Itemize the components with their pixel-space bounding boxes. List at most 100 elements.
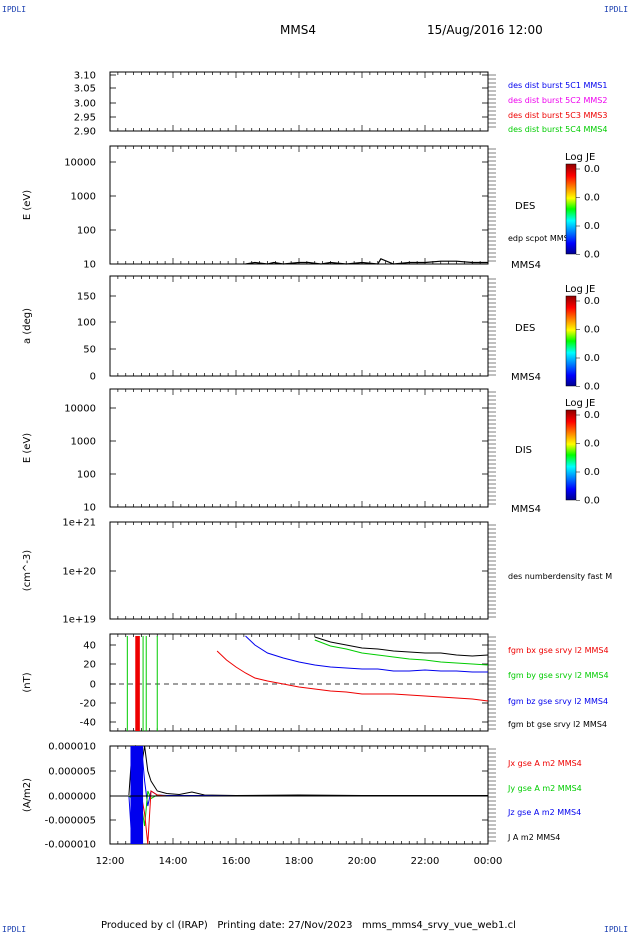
y-tick-label-bfield: -40 <box>80 718 96 729</box>
colorbar-title-dis-energy: Log JE <box>565 398 595 409</box>
y-tick-label-dis-energy: 100 <box>77 470 96 481</box>
y-tick-label-des-pitch: 100 <box>77 318 96 329</box>
y-tick-label-des-pitch: 50 <box>83 345 96 356</box>
y-tick-label-des-energy: 10 <box>83 260 96 271</box>
legend-entry-position: des dist burst 5C2 MMS2 <box>508 96 607 105</box>
species-label-dis-energy: DIS <box>515 445 532 456</box>
colorbar-value-des-energy: 0.0 <box>584 221 600 232</box>
y-tick-label-bfield: 40 <box>83 641 96 652</box>
y-axis-label-density: (cm^-3) <box>22 550 33 591</box>
x-tick-label: 14:00 <box>159 856 188 867</box>
y-tick-label-current: -0.000005 <box>45 816 96 827</box>
colorbar-value-des-energy: 0.0 <box>584 250 600 261</box>
panel-frame-density <box>109 521 489 620</box>
colorbar-value-des-pitch: 0.0 <box>584 353 600 364</box>
y-tick-label-current: 0.000005 <box>48 767 96 778</box>
colorbar-value-dis-energy: 0.0 <box>584 496 600 507</box>
legend-entry-current: J A m2 MMS4 <box>507 833 560 842</box>
overlay-label-des-energy: edp scpot MMS4 <box>508 234 574 243</box>
y-axis-label-dis-energy: E (eV) <box>22 433 33 463</box>
header-datetime: 15/Aug/2016 12:00 <box>427 23 543 37</box>
series-line-fgm-by-gse-srvy-l2-MMS4 <box>314 639 489 666</box>
colorbar-value-dis-energy: 0.0 <box>584 439 600 450</box>
colorbar-value-des-pitch: 0.0 <box>584 382 600 393</box>
panel-frame-position <box>109 71 489 132</box>
y-tick-label-current: 0.000010 <box>48 742 96 753</box>
y-axis-label-bfield: (nT) <box>22 672 33 692</box>
header-spacecraft: MMS4 <box>280 23 316 37</box>
colorbar-value-dis-energy: 0.0 <box>584 410 600 421</box>
series-line-fgm-bx-gse-srvy-l2-MMS4 <box>216 650 489 702</box>
spacecraft-label-des-energy: MMS4 <box>511 260 541 271</box>
y-tick-label-dis-energy: 10 <box>83 503 96 514</box>
y-tick-label-des-energy: 10000 <box>64 158 96 169</box>
series-line-fgm-bz-gse-srvy-l2-MMS4 <box>245 635 488 673</box>
y-tick-label-dis-energy: 10000 <box>64 404 96 415</box>
corner-label-bottom-left: IPDLI <box>2 925 26 934</box>
legend-entry-bfield: fgm by gse srvy l2 MMS4 <box>508 671 609 680</box>
y-tick-label-position: 3.00 <box>74 99 96 110</box>
y-axis-label-des-energy: E (eV) <box>22 190 33 220</box>
y-tick-label-bfield: 0 <box>90 680 96 691</box>
y-tick-label-des-energy: 1000 <box>71 192 96 203</box>
y-tick-label-density: 1e+21 <box>62 518 96 529</box>
y-tick-label-position: 2.95 <box>74 113 96 124</box>
colorbar-value-des-energy: 0.0 <box>584 164 600 175</box>
y-tick-label-position: 2.90 <box>74 127 96 138</box>
colorbar-title-des-pitch: Log JE <box>565 284 595 295</box>
colorbar-value-des-pitch: 0.0 <box>584 296 600 307</box>
y-tick-label-density: 1e+20 <box>62 567 96 578</box>
footer-text: Produced by cl (IRAP) Printing date: 27/… <box>101 920 516 931</box>
y-axis-label-des-pitch: a (deg) <box>22 308 33 344</box>
series-line-J-A-m2-MMS4 <box>128 744 488 797</box>
legend-entry-position: des dist burst 5C4 MMS4 <box>508 125 607 134</box>
colorbar-title-des-energy: Log JE <box>565 152 595 163</box>
panel-frame-dis-energy <box>109 388 489 508</box>
panel-frame-bfield <box>109 633 489 732</box>
spacecraft-label-dis-energy: MMS4 <box>511 504 541 515</box>
y-tick-label-current: -0.000010 <box>45 840 96 851</box>
y-tick-label-density: 1e+19 <box>62 615 96 626</box>
y-tick-label-dis-energy: 1000 <box>71 437 96 448</box>
legend-entry-current: Jx gse A m2 MMS4 <box>507 759 582 768</box>
x-tick-label: 22:00 <box>411 856 440 867</box>
x-tick-label: 20:00 <box>348 856 377 867</box>
legend-entry-bfield: fgm bx gse srvy l2 MMS4 <box>508 646 609 655</box>
current-burst-block <box>130 746 144 844</box>
panel-frame-des-energy <box>109 145 489 265</box>
corner-label-top-right: IPDLI <box>604 5 628 14</box>
y-tick-label-des-pitch: 0 <box>90 372 96 383</box>
y-axis-label-current: (A/m2) <box>22 778 33 812</box>
series-line-edp-scpot <box>245 258 488 265</box>
y-tick-label-des-pitch: 150 <box>77 292 96 303</box>
series-line-fgm-bt-gse-srvy-l2-MMS4 <box>314 636 489 657</box>
colorbar-value-des-energy: 0.0 <box>584 193 600 204</box>
x-tick-label: 18:00 <box>285 856 314 867</box>
legend-entry-density: des numberdensity fast M <box>508 572 612 581</box>
spacecraft-label-des-pitch: MMS4 <box>511 372 541 383</box>
corner-label-top-left: IPDLI <box>2 5 26 14</box>
colorbar-value-dis-energy: 0.0 <box>584 467 600 478</box>
colorbar-des-energy <box>565 163 577 255</box>
y-tick-label-position: 3.10 <box>74 71 96 82</box>
colorbar-dis-energy <box>565 409 577 501</box>
series-line-Jx-gse-A-m2-MMS4 <box>128 790 488 845</box>
legend-entry-current: Jy gse A m2 MMS4 <box>507 784 582 793</box>
corner-label-bottom-right: IPDLI <box>604 925 628 934</box>
y-tick-label-bfield: 20 <box>83 660 96 671</box>
x-tick-label: 00:00 <box>474 856 503 867</box>
y-tick-label-bfield: -20 <box>80 699 96 710</box>
y-tick-label-des-energy: 100 <box>77 226 96 237</box>
species-label-des-energy: DES <box>515 201 535 212</box>
colorbar-value-des-pitch: 0.0 <box>584 325 600 336</box>
species-label-des-pitch: DES <box>515 323 535 334</box>
panel-frame-des-pitch <box>109 275 489 377</box>
x-tick-label: 12:00 <box>96 856 125 867</box>
y-tick-label-position: 3.05 <box>74 84 96 95</box>
x-tick-label: 16:00 <box>222 856 251 867</box>
legend-entry-position: des dist burst 5C1 MMS1 <box>508 81 607 90</box>
legend-entry-current: Jz gse A m2 MMS4 <box>507 808 581 817</box>
legend-entry-position: des dist burst 5C3 MMS3 <box>508 111 607 120</box>
